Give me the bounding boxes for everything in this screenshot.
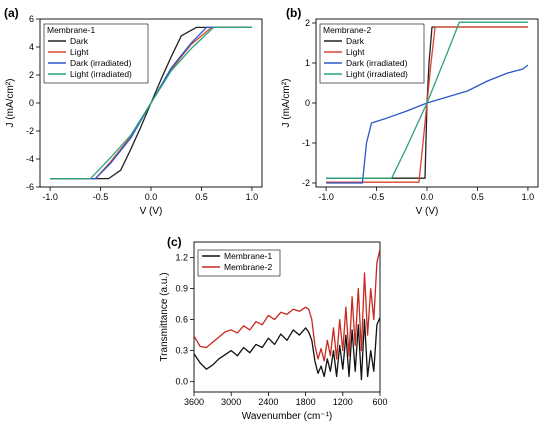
panel-b-ytick-label: 0 xyxy=(305,98,310,108)
panel-a-ytick-label: 0 xyxy=(29,98,34,108)
panel-c-ytick-label: 0.0 xyxy=(175,377,188,387)
panel-b-ytick-label: -1 xyxy=(302,138,310,148)
panel-c-legend-box xyxy=(197,249,281,277)
panel-a-ytick-label: 2 xyxy=(29,70,34,80)
panel-a-xtick-label: -0.5 xyxy=(93,192,109,202)
panel-b-chart-title: Membrane-2 xyxy=(323,25,371,35)
panel-c-ytick-label: 0.3 xyxy=(175,346,188,356)
panel-c-series-line-0 xyxy=(194,317,380,381)
panel-a-chart-title: Membrane-1 xyxy=(47,25,95,35)
panel-b-series-line-3 xyxy=(326,21,528,179)
panel-a-legend-entry: Dark xyxy=(70,36,89,46)
panel-c-label: (c) xyxy=(167,235,182,249)
panel-a-xtick-label: 1.0 xyxy=(246,192,259,202)
panel-c-xtick-label: 3600 xyxy=(184,397,204,407)
panel-b-xtick-label: -0.5 xyxy=(369,192,385,202)
panel-c-ylabel: Transmittance (a.u.) xyxy=(159,272,170,361)
panel-a-ylabel: J (mA/cm²) xyxy=(5,79,16,128)
panel-a-ytick-label: -6 xyxy=(26,182,34,192)
panel-b-legend-entry: Dark xyxy=(346,36,365,46)
panel-c-xtick-label: 3000 xyxy=(221,397,241,407)
panel-b-xtick-label: -1.0 xyxy=(318,192,334,202)
panel-b-legend-box xyxy=(319,23,425,84)
panel-b-xlabel: V (V) xyxy=(416,206,439,217)
panel-c-legend-entry: Membrane-1 xyxy=(224,251,272,261)
panel-a-legend-entry: Light xyxy=(70,47,89,57)
panel-a-series-line-3 xyxy=(50,26,252,180)
panel-c-frame xyxy=(193,241,381,393)
panel-c-ytick-label: 0.9 xyxy=(175,284,188,294)
panel-b-ylabel: J (mA/cm²) xyxy=(281,79,292,128)
panel-b-legend-entry: Light xyxy=(346,47,365,57)
panel-c-series-line-1 xyxy=(194,249,380,362)
panel-c-ytick-label: 1.2 xyxy=(175,253,188,263)
panel-b-ytick-label: 1 xyxy=(305,58,310,68)
panel-a-legend-box xyxy=(43,23,149,84)
panel-a-legend-entry: Light (irradiated) xyxy=(70,69,132,79)
panel-a-ytick-label: -4 xyxy=(26,154,34,164)
panel-a-label: (a) xyxy=(4,6,19,20)
panel-b-label: (b) xyxy=(286,6,301,20)
panel-b-legend-entry: Light (irradiated) xyxy=(346,69,408,79)
panel-b-legend-entry: Dark (irradiated) xyxy=(346,58,408,68)
panel-c-xtick-label: 1800 xyxy=(296,397,316,407)
panel-a-ytick-label: 6 xyxy=(29,14,34,24)
panel-a-xtick-label: 0.5 xyxy=(195,192,208,202)
panel-a-legend-entry: Dark (irradiated) xyxy=(70,58,132,68)
panel-a-xlabel: V (V) xyxy=(140,206,163,217)
panel-c-xtick-label: 1200 xyxy=(333,397,353,407)
panel-c-xlabel: Wavenumber (cm⁻¹) xyxy=(242,411,332,422)
panel-a-ytick-label: 4 xyxy=(29,42,34,52)
panel-a-xtick-label: -1.0 xyxy=(42,192,58,202)
panel-c-ytick-label: 0.6 xyxy=(175,315,188,325)
panel-c-legend-entry: Membrane-2 xyxy=(224,262,272,272)
panel-b-ytick-label: -2 xyxy=(302,178,310,188)
panel-b-xtick-label: 0.0 xyxy=(421,192,434,202)
panel-a-series-line-0 xyxy=(50,26,252,180)
panel-a-xtick-label: 0.0 xyxy=(145,192,158,202)
panel-b-ytick-label: 2 xyxy=(305,18,310,28)
panel-c-xtick-label: 600 xyxy=(372,397,387,407)
panel-a-ytick-label: -2 xyxy=(26,126,34,136)
panel-b-xtick-label: 1.0 xyxy=(522,192,535,202)
panel-b-xtick-label: 0.5 xyxy=(471,192,484,202)
panel-c-xtick-label: 2400 xyxy=(258,397,278,407)
